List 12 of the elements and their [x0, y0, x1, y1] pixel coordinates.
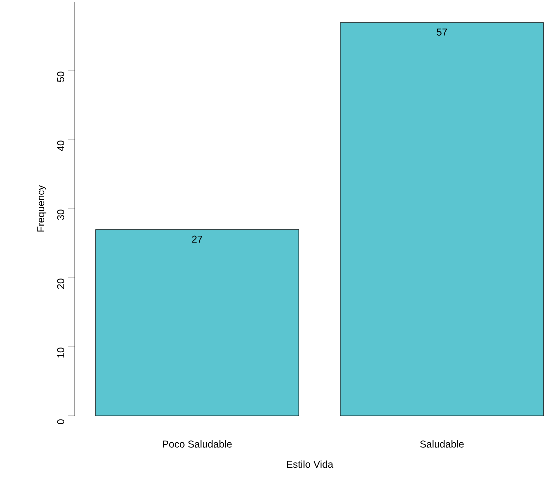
y-tick-label: 20	[57, 278, 64, 290]
y-tick-label: 50	[57, 72, 64, 82]
y-tick-label: 30	[57, 210, 64, 220]
y-tick-label: 10	[57, 348, 64, 358]
y-tick-label: 40	[57, 140, 64, 152]
x-axis-title: Estilo Vida	[287, 460, 334, 468]
x-tick-label: Poco Saludable	[163, 440, 232, 448]
y-axis-title: Frequency	[38, 185, 47, 232]
data-label: 27	[192, 236, 202, 243]
y-tick-label: 0	[57, 420, 64, 424]
x-tick-label: Saludable	[420, 440, 464, 448]
data-label: 57	[437, 28, 448, 36]
